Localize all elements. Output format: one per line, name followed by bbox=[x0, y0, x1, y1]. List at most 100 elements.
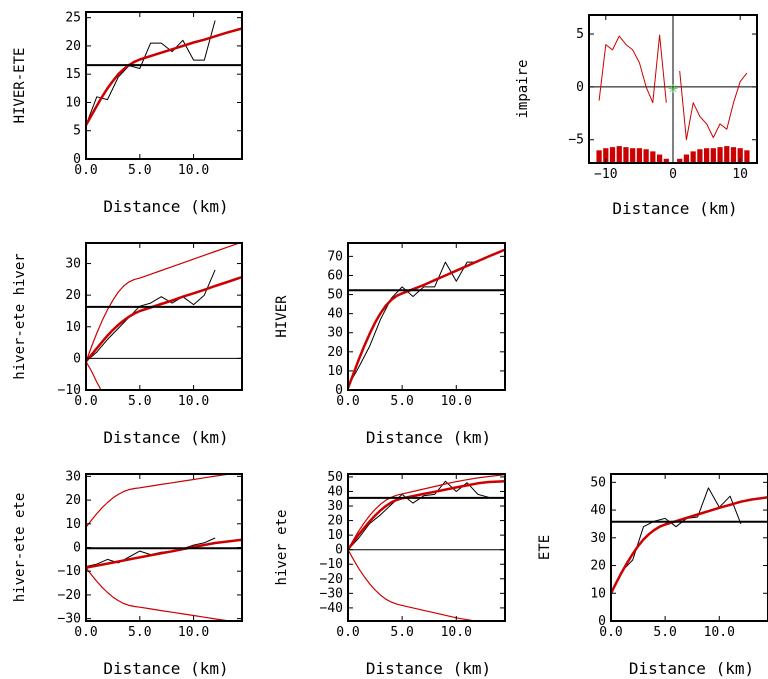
plot-area bbox=[611, 487, 768, 594]
x-axis-label: Distance (km) bbox=[366, 428, 491, 447]
experimental-series-line bbox=[348, 480, 489, 551]
x-tick-label: 5.0 bbox=[390, 394, 413, 409]
x-tick-label: 5.0 bbox=[128, 394, 151, 409]
experimental-series-line bbox=[86, 537, 216, 567]
panel-3: 0.0 5.0 10.0 0 10 20 30 40 50 60 70 Distance (km) HI… bbox=[274, 242, 506, 447]
y-tick-label: 10 bbox=[65, 320, 81, 335]
axes-frame bbox=[347, 473, 506, 622]
y-tick-label: 60 bbox=[327, 268, 343, 283]
y-tick-label: 10 bbox=[327, 528, 343, 543]
pair-count-bar bbox=[643, 149, 649, 163]
experimental-series-line bbox=[86, 269, 216, 362]
axes-frame bbox=[610, 473, 768, 622]
plot-area bbox=[86, 474, 242, 621]
y-tick-label: −10 bbox=[320, 557, 343, 572]
axes-frame bbox=[85, 242, 243, 391]
y-tick-label: 0 bbox=[73, 541, 81, 556]
y-tick-label: 10 bbox=[65, 517, 81, 532]
plot-area bbox=[348, 248, 505, 389]
y-tick-label: 5 bbox=[576, 27, 584, 42]
axes-frame bbox=[347, 242, 506, 391]
pair-count-bar bbox=[697, 149, 703, 163]
model-series-line bbox=[86, 275, 242, 363]
envelope-series-line bbox=[348, 474, 505, 550]
x-tick-label: 0.0 bbox=[74, 394, 97, 409]
plot-area bbox=[86, 243, 242, 390]
x-tick-label: 5.0 bbox=[128, 625, 151, 640]
pair-count-bar bbox=[717, 147, 723, 163]
envelope-series-line bbox=[86, 567, 236, 621]
y-tick-label: 0 bbox=[335, 543, 343, 558]
y-axis-label: hiver ete bbox=[274, 510, 290, 586]
y-tick-label: −30 bbox=[58, 612, 81, 627]
y-tick-label: −20 bbox=[58, 588, 81, 603]
pair-count-bar bbox=[616, 146, 622, 163]
y-tick-label: 5 bbox=[73, 124, 81, 139]
plot-area bbox=[348, 474, 505, 621]
origin-marker: ✳ bbox=[668, 78, 678, 97]
y-tick-label: 0 bbox=[73, 351, 81, 366]
y-tick-label: 40 bbox=[590, 503, 606, 518]
y-tick-label: 30 bbox=[65, 257, 81, 272]
x-tick-label: 0.0 bbox=[74, 163, 97, 178]
pair-count-bar bbox=[650, 151, 656, 163]
x-tick-label: 10.0 bbox=[441, 625, 472, 640]
y-tick-label: −30 bbox=[320, 586, 343, 601]
y-tick-label: −10 bbox=[58, 564, 81, 579]
y-tick-label: 50 bbox=[327, 288, 343, 303]
y-tick-label: −10 bbox=[58, 383, 81, 398]
y-tick-label: 25 bbox=[65, 11, 81, 26]
plot-area bbox=[86, 20, 242, 126]
y-axis-label: ETE bbox=[537, 535, 553, 560]
y-tick-label: 0 bbox=[335, 383, 343, 398]
pair-count-bar bbox=[744, 150, 750, 163]
y-tick-label: 40 bbox=[327, 307, 343, 322]
pair-count-bar bbox=[730, 147, 737, 163]
x-tick-label: 10.0 bbox=[178, 394, 209, 409]
pair-count-bar bbox=[737, 148, 743, 163]
pair-count-bar bbox=[677, 158, 683, 163]
x-tick-label: 10.0 bbox=[178, 163, 209, 178]
y-tick-label: 20 bbox=[327, 345, 343, 360]
x-axis-label: Distance (km) bbox=[629, 659, 754, 678]
y-axis-label: HIVER-ETE bbox=[12, 48, 28, 124]
pair-count-bar bbox=[690, 151, 696, 163]
y-tick-label: 30 bbox=[327, 326, 343, 341]
panel-0: 0.0 5.0 10.0 0 5 10 15 20 25 Distance (km) HIVER-E… bbox=[12, 11, 243, 216]
x-tick-label: 5.0 bbox=[653, 625, 676, 640]
model-series-line bbox=[86, 538, 242, 569]
y-tick-label: 30 bbox=[65, 469, 81, 484]
pair-count-bar bbox=[683, 154, 690, 163]
y-tick-label: −5 bbox=[568, 133, 584, 148]
y-tick-label: 20 bbox=[65, 39, 81, 54]
y-tick-label: 0 bbox=[73, 152, 81, 167]
y-tick-label: 20 bbox=[327, 514, 343, 529]
x-axis-label: Distance (km) bbox=[103, 197, 228, 216]
x-axis-label: Distance (km) bbox=[103, 428, 228, 447]
envelope-series-line bbox=[348, 549, 480, 621]
y-tick-label: 10 bbox=[65, 95, 81, 110]
y-tick-label: 70 bbox=[327, 249, 343, 264]
pair-count-bar bbox=[630, 148, 636, 163]
pair-count-bar bbox=[724, 146, 730, 163]
experimental-series-line bbox=[679, 70, 748, 141]
x-tick-label: 10 bbox=[732, 167, 748, 182]
pair-count-bar bbox=[663, 158, 669, 163]
x-tick-label: 0.0 bbox=[336, 625, 359, 640]
envelope-series-line bbox=[86, 474, 236, 528]
pair-count-bar bbox=[710, 148, 716, 163]
x-tick-label: 5.0 bbox=[390, 625, 413, 640]
y-tick-label: 30 bbox=[327, 499, 343, 514]
pair-count-bar bbox=[609, 147, 616, 163]
panel-1: ✳ −10 0 10 −5 0 5 Distance (km) impaire bbox=[515, 14, 758, 218]
x-axis-label: Distance (km) bbox=[612, 199, 737, 218]
y-tick-label: 30 bbox=[590, 531, 606, 546]
x-tick-label: 10.0 bbox=[178, 625, 209, 640]
y-tick-label: 10 bbox=[327, 364, 343, 379]
y-tick-label: −40 bbox=[320, 601, 343, 616]
x-tick-label: 0.0 bbox=[336, 394, 359, 409]
model-series-line bbox=[348, 248, 505, 389]
y-tick-label: 40 bbox=[327, 484, 343, 499]
